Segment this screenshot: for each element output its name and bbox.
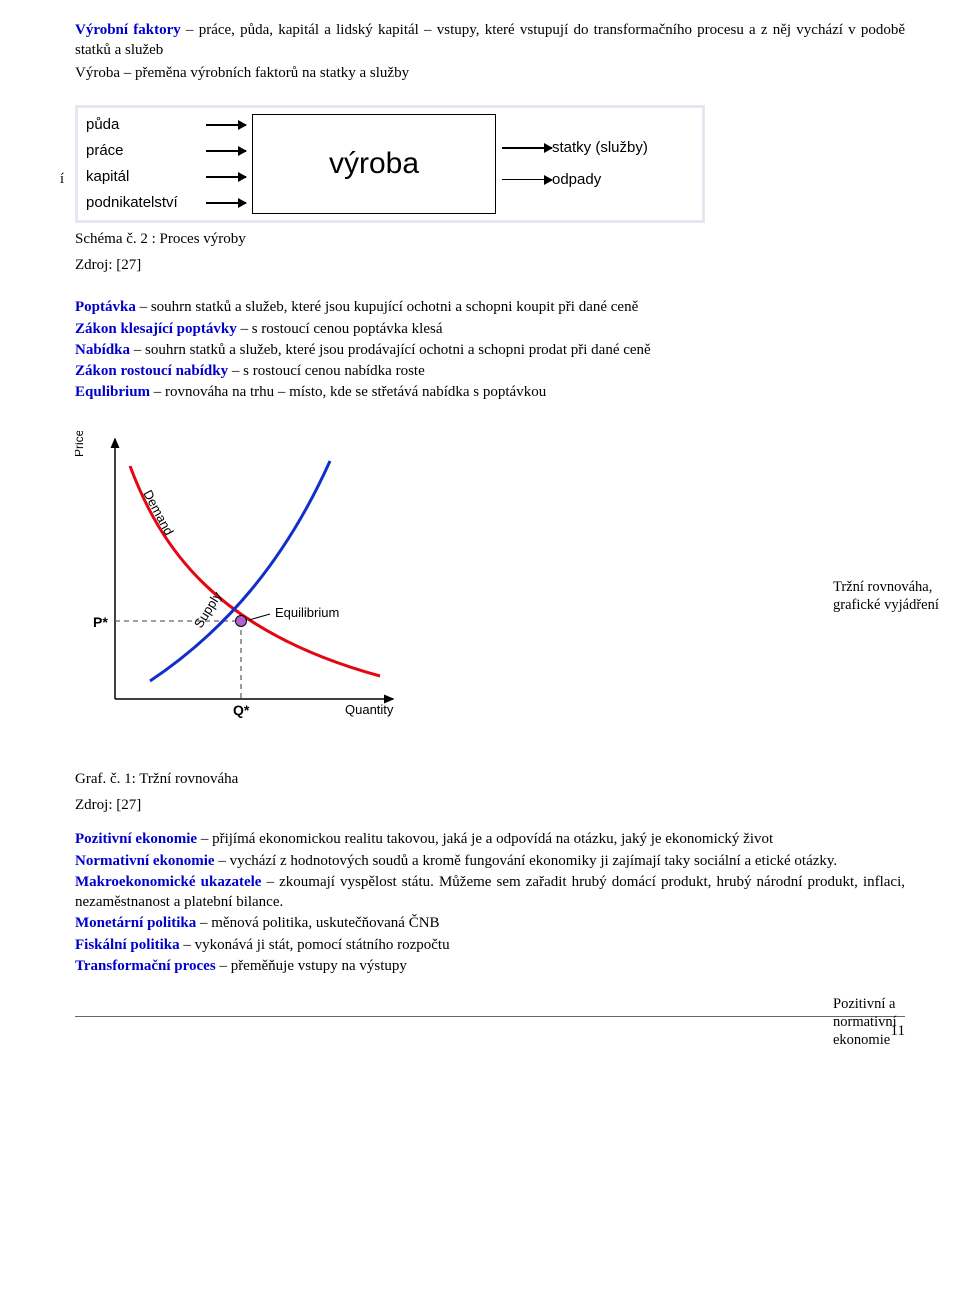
term: Transformační proces bbox=[75, 958, 216, 974]
term-rest: – přeměňuje vstupy na výstupy bbox=[216, 958, 407, 974]
term-rest: – přijímá ekonomickou realitu takovou, j… bbox=[197, 831, 773, 847]
term-rest: – vychází z hodnotových soudů a kromě fu… bbox=[215, 853, 838, 869]
output-label: statky (služby) bbox=[552, 138, 694, 158]
term-rest: – souhrn statků a služeb, které jsou pro… bbox=[130, 342, 651, 358]
diagram-caption-source: Zdroj: [27] bbox=[75, 255, 905, 275]
diagram-arrows-out bbox=[502, 108, 552, 220]
arrow-icon bbox=[502, 179, 552, 181]
margin-note-2: Pozitivní a normativní ekonomie bbox=[833, 995, 943, 1049]
def-line: Poptávka – souhrn statků a služeb, které… bbox=[75, 297, 905, 317]
input-label: podnikatelství bbox=[86, 193, 206, 213]
term-rest: – souhrn statků a služeb, které jsou kup… bbox=[136, 299, 638, 315]
input-label: kapitál bbox=[86, 167, 206, 187]
arrow-icon bbox=[206, 202, 246, 204]
term: Zákon rostoucí nabídky bbox=[75, 363, 228, 379]
def-line: Nabídka – souhrn statků a služeb, které … bbox=[75, 340, 905, 360]
term: Normativní ekonomie bbox=[75, 853, 215, 869]
demand-curve bbox=[130, 466, 380, 676]
graph-caption-source: Zdroj: [27] bbox=[75, 795, 905, 815]
term: Pozitivní ekonomie bbox=[75, 831, 197, 847]
def-line: Fiskální politika – vykonává ji stát, po… bbox=[75, 935, 905, 955]
term-rest: – vykonává ji stát, pomocí státního rozp… bbox=[180, 937, 450, 953]
equilibrium-point bbox=[236, 615, 247, 626]
demand-label: Demand bbox=[140, 487, 176, 537]
arrow-icon bbox=[206, 176, 246, 178]
x-axis-label: Quantity bbox=[345, 702, 394, 717]
intro-line1: Výrobní faktory – práce, půda, kapitál a… bbox=[75, 20, 905, 61]
p-star-label: P* bbox=[93, 614, 108, 630]
eq-pointer bbox=[249, 614, 270, 620]
q-star-label: Q* bbox=[233, 702, 250, 718]
term-rest: – měnová politika, uskutečňovaná ČNB bbox=[196, 915, 439, 931]
arrow-icon bbox=[206, 124, 246, 126]
def-line: Zákon rostoucí nabídky – s rostoucí ceno… bbox=[75, 361, 905, 381]
term: Zákon klesající poptávky bbox=[75, 321, 237, 337]
diagram-outputs: statky (služby) odpady bbox=[552, 108, 702, 220]
def-line: Transformační proces – přeměňuje vstupy … bbox=[75, 956, 905, 976]
diagram-frame: půda práce kapitál podnikatelství výroba… bbox=[75, 105, 705, 223]
diagram-caption-title: Schéma č. 2 : Proces výroby bbox=[75, 229, 905, 249]
diagram-center: výroba bbox=[252, 114, 496, 214]
def-line: Normativní ekonomie – vychází z hodnotov… bbox=[75, 851, 905, 871]
def-line: Equlibrium – rovnováha na trhu – místo, … bbox=[75, 382, 905, 402]
input-label: práce bbox=[86, 141, 206, 161]
def-line: Zákon klesající poptávky – s rostoucí ce… bbox=[75, 319, 905, 339]
intro-block: Výrobní faktory – práce, půda, kapitál a… bbox=[75, 20, 905, 83]
diagram-inner: půda práce kapitál podnikatelství výroba… bbox=[78, 108, 702, 220]
footer-rule bbox=[75, 1016, 905, 1017]
equilibrium-label: Equilibrium bbox=[275, 605, 339, 620]
definitions-block-2: Pozitivní ekonomie – přijímá ekonomickou… bbox=[75, 829, 905, 976]
supply-demand-graph: Price Quantity P* Q* Demand Supply Equil… bbox=[75, 431, 905, 727]
arrow-icon bbox=[502, 147, 552, 149]
diagram-inputs: půda práce kapitál podnikatelství bbox=[78, 108, 206, 220]
sd-svg: Price Quantity P* Q* Demand Supply Equil… bbox=[75, 431, 405, 721]
production-diagram: půda práce kapitál podnikatelství výroba… bbox=[75, 105, 905, 276]
y-axis-label: Price bbox=[75, 431, 86, 457]
margin-left-fragment: í bbox=[0, 170, 70, 190]
term-rest: – rovnováha na trhu – místo, kde se stře… bbox=[150, 384, 546, 400]
term: Equlibrium bbox=[75, 384, 150, 400]
margin-note-1: Tržní rovnováha, grafické vyjádření bbox=[833, 578, 943, 614]
definitions-block-1: Poptávka – souhrn statků a služeb, které… bbox=[75, 297, 905, 402]
input-label: půda bbox=[86, 115, 206, 135]
page-number: 11 bbox=[75, 1021, 905, 1041]
def-line: Monetární politika – měnová politika, us… bbox=[75, 913, 905, 933]
graph-caption-title: Graf. č. 1: Tržní rovnováha bbox=[75, 769, 905, 789]
term-rest: – s rostoucí cenou nabídka roste bbox=[228, 363, 425, 379]
term: Monetární politika bbox=[75, 915, 196, 931]
output-label: odpady bbox=[552, 170, 694, 190]
term-rest: – s rostoucí cenou poptávka klesá bbox=[237, 321, 443, 337]
diagram-arrows-in bbox=[206, 108, 246, 220]
arrow-icon bbox=[206, 150, 246, 152]
term: Fiskální politika bbox=[75, 937, 180, 953]
intro-line2: Výroba – přeměna výrobních faktorů na st… bbox=[75, 63, 905, 83]
term: Nabídka bbox=[75, 342, 130, 358]
def-line: Pozitivní ekonomie – přijímá ekonomickou… bbox=[75, 829, 905, 849]
term: Makroekonomické ukazatele bbox=[75, 874, 261, 890]
term: Poptávka bbox=[75, 299, 136, 315]
term-vyrobni-faktory: Výrobní faktory bbox=[75, 22, 181, 38]
intro-rest1: – práce, půda, kapitál a lidský kapitál … bbox=[75, 22, 905, 58]
def-line: Makroekonomické ukazatele – zkoumají vys… bbox=[75, 872, 905, 913]
